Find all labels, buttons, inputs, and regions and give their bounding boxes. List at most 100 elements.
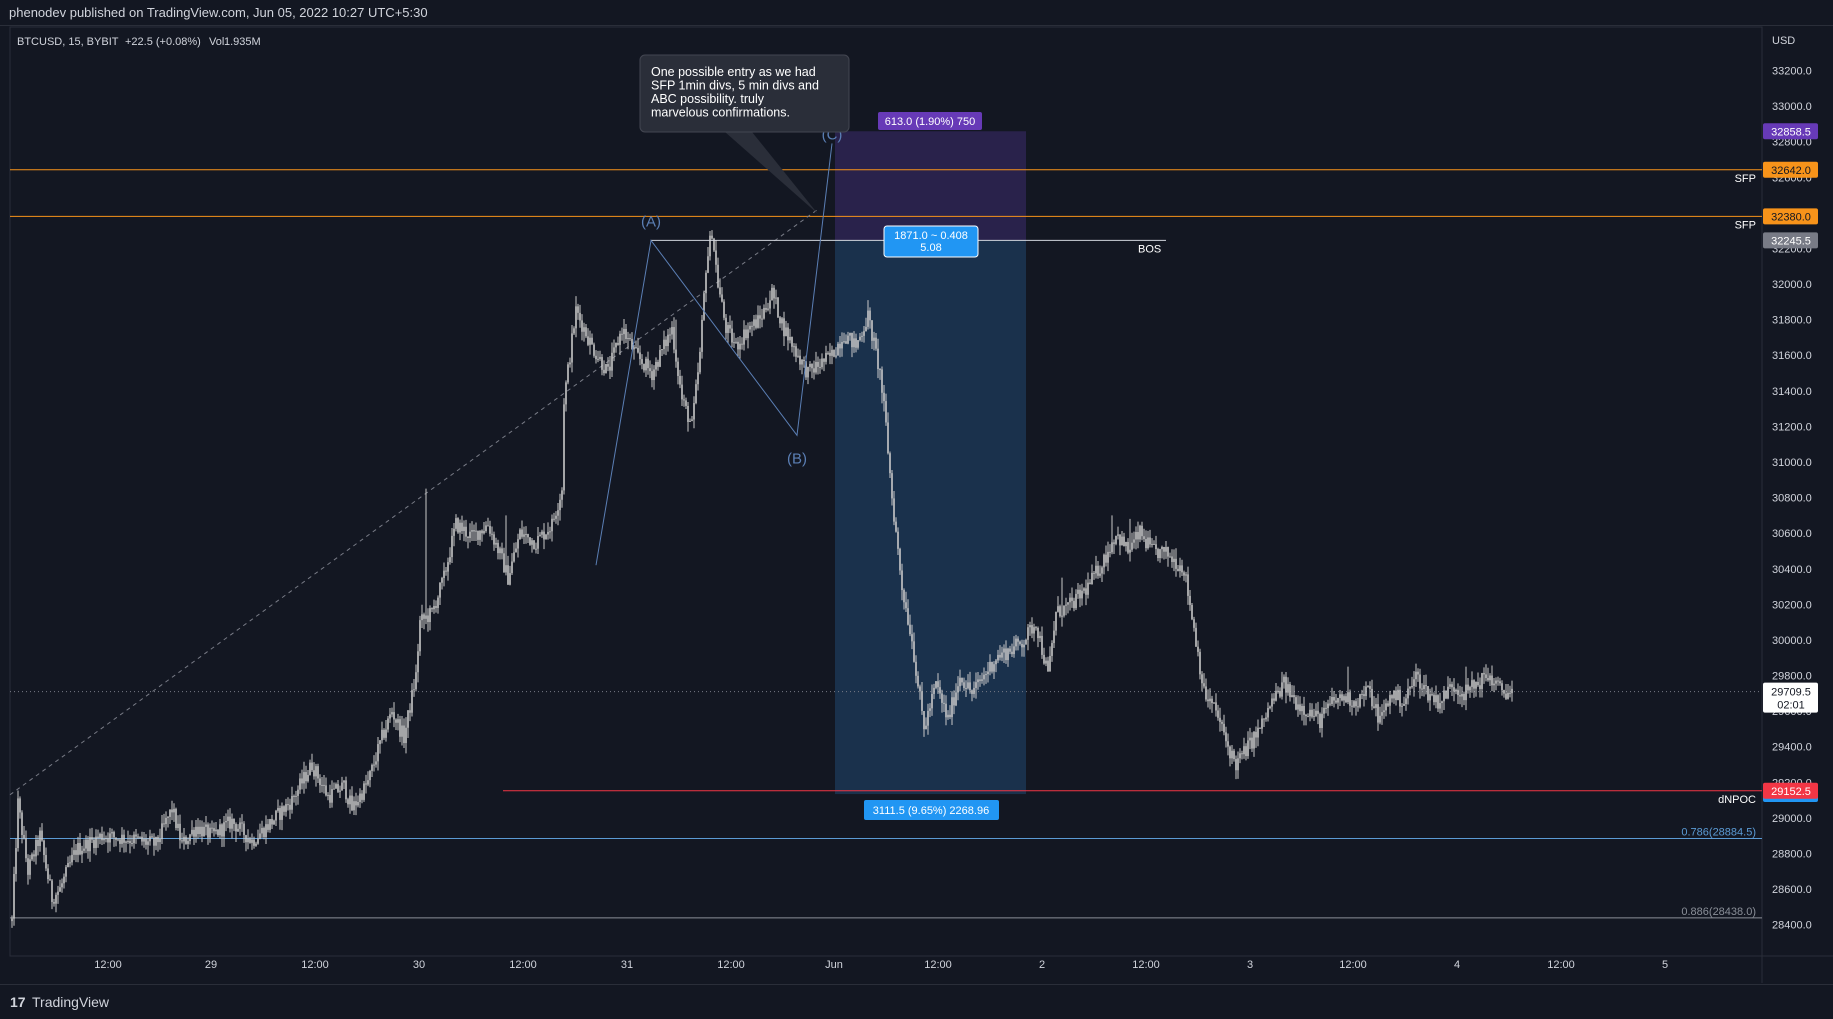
candle-body <box>815 361 817 373</box>
candle-body <box>337 784 339 792</box>
candle-body <box>1093 572 1095 574</box>
candle-body <box>197 826 199 835</box>
candle-body <box>1271 698 1273 707</box>
candle-body <box>439 582 441 598</box>
candle-body <box>743 329 745 345</box>
candle-body <box>263 827 265 838</box>
candle-body <box>1187 574 1189 596</box>
candle-body <box>1433 694 1435 703</box>
target-zone <box>835 240 1026 795</box>
candle-body <box>755 319 757 328</box>
candle-body <box>1459 695 1461 697</box>
candle-body <box>893 498 895 522</box>
candle-body <box>927 710 929 726</box>
candle-body <box>1025 639 1027 645</box>
candle-body <box>1323 707 1325 714</box>
bos-label: BOS <box>1138 243 1161 255</box>
candle-body <box>481 530 483 534</box>
candle-body <box>883 392 885 402</box>
price-tick-label: 31000.0 <box>1772 457 1812 469</box>
candle-body <box>599 357 601 359</box>
candle-body <box>483 530 485 534</box>
candle-body <box>1507 692 1509 699</box>
candle-body <box>1509 692 1511 694</box>
candle-body <box>375 761 377 765</box>
candle-body <box>25 838 27 859</box>
tradingview-brand[interactable]: TradingView <box>32 994 110 1010</box>
candle-body <box>61 883 63 888</box>
candle-body <box>697 372 699 385</box>
candle-body <box>1027 627 1029 640</box>
candle-body <box>377 744 379 762</box>
candle-body <box>619 333 621 345</box>
candle-body <box>1215 702 1217 711</box>
candle-body <box>513 552 515 562</box>
candle-body <box>1425 685 1427 687</box>
candle-body <box>109 833 111 843</box>
candle-body <box>819 366 821 368</box>
candle-body <box>1163 547 1165 552</box>
candle-body <box>1385 703 1387 711</box>
candle-body <box>851 332 853 348</box>
candle-body <box>1249 737 1251 741</box>
candle-body <box>195 826 197 837</box>
candle-body <box>659 350 661 367</box>
candle-body <box>939 687 941 694</box>
candle-body <box>1005 648 1007 661</box>
candle-body <box>871 320 873 341</box>
candle-body <box>425 615 427 619</box>
candle-body <box>1113 542 1115 544</box>
candle-body <box>937 681 939 688</box>
candle-body <box>131 843 133 845</box>
candle-body <box>763 307 765 319</box>
candle-body <box>911 634 913 642</box>
candle-body <box>731 328 733 343</box>
candle-body <box>799 355 801 365</box>
candle-body <box>1193 619 1195 628</box>
time-tick-label: 12:00 <box>1339 959 1367 971</box>
candle-body <box>203 826 205 837</box>
price-tick-label: 30200.0 <box>1772 599 1812 611</box>
candle-body <box>209 827 211 838</box>
candle-body <box>1049 655 1051 672</box>
candle-body <box>1331 696 1333 704</box>
candle-body <box>415 672 417 690</box>
candle-body <box>999 654 1001 658</box>
candle-body <box>151 836 153 838</box>
candle-body <box>789 336 791 341</box>
candle-body <box>1185 574 1187 576</box>
candle-body <box>1491 675 1493 686</box>
candle-body <box>531 540 533 545</box>
candle-body <box>573 328 575 334</box>
candle-body <box>1259 727 1261 729</box>
candle-body <box>861 335 863 337</box>
last-price-badge: 29709.5 <box>1771 687 1811 699</box>
candle-body <box>379 740 381 745</box>
candle-body <box>547 531 549 535</box>
candle-body <box>791 336 793 347</box>
candle-body <box>357 801 359 806</box>
candle-body <box>625 328 627 339</box>
candle-body <box>663 339 665 350</box>
candle-body <box>795 346 797 357</box>
last-price-badge-box <box>1763 682 1818 713</box>
candle-body <box>1269 706 1271 709</box>
candle-body <box>1089 582 1091 585</box>
candle-body <box>165 817 167 825</box>
candle-body <box>629 338 631 340</box>
candle-body <box>495 542 497 545</box>
candle-body <box>1149 537 1151 545</box>
candle-body <box>469 531 471 539</box>
candle-body <box>309 762 311 775</box>
candle-body <box>989 661 991 672</box>
time-tick-label: 3 <box>1247 959 1253 971</box>
candle-body <box>887 422 889 454</box>
candle-body <box>727 325 729 333</box>
candle-body <box>1389 695 1391 706</box>
candle-body <box>51 880 53 902</box>
candle-body <box>929 708 931 711</box>
tradingview-logo-icon[interactable]: 17 <box>10 994 26 1010</box>
candle-body <box>315 766 317 777</box>
candle-body <box>771 287 773 301</box>
